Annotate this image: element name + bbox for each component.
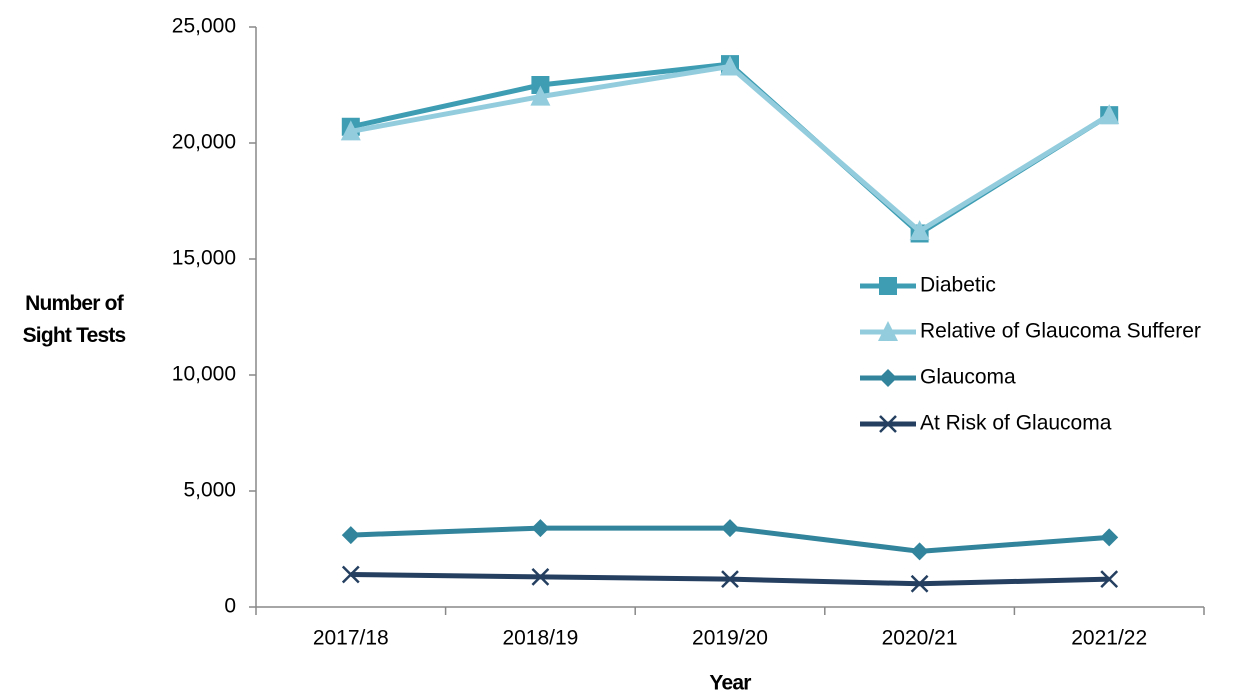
x-axis-label: Year: [709, 672, 751, 693]
y-tick-label: 20,000: [172, 131, 236, 154]
y-axis-label: Number of Sight Tests: [22, 292, 127, 347]
marker: [909, 220, 930, 241]
marker: [531, 567, 550, 586]
marker: [879, 369, 897, 387]
marker: [531, 519, 550, 538]
marker: [531, 76, 550, 94]
legend-label: At Risk of Glaucoma: [920, 412, 1112, 435]
marker: [1100, 528, 1119, 547]
marker: [340, 120, 361, 141]
y-tick-label: 5,000: [183, 479, 236, 502]
x-tick-label: 2021/22: [1071, 627, 1147, 650]
series-line: [350, 61, 1111, 236]
legend-label: Glaucoma: [920, 366, 1016, 389]
x-tick-label: 2020/21: [882, 627, 958, 650]
y-tick-label: 25,000: [172, 15, 236, 38]
marker: [1100, 570, 1119, 589]
legend-label: Relative of Glaucoma Sufferer: [920, 320, 1201, 343]
marker: [721, 519, 739, 538]
series-line: [350, 63, 1111, 234]
marker: [879, 415, 897, 433]
marker: [530, 85, 551, 106]
marker: [910, 542, 929, 561]
marker: [341, 526, 360, 545]
y-tick-label: 10,000: [172, 363, 236, 386]
marker: [878, 321, 898, 341]
marker: [879, 277, 897, 295]
x-tick-label: 2019/20: [692, 627, 768, 650]
marker: [341, 565, 360, 584]
marker: [721, 570, 739, 589]
marker: [1099, 104, 1120, 125]
marker: [720, 55, 740, 76]
legend-label: Diabetic: [920, 274, 996, 297]
y-tick-label: 0: [224, 595, 236, 618]
x-tick-label: 2018/19: [502, 627, 578, 650]
y-tick-label: 15,000: [172, 247, 236, 270]
marker: [910, 574, 929, 593]
x-tick-label: 2017/18: [313, 627, 389, 650]
